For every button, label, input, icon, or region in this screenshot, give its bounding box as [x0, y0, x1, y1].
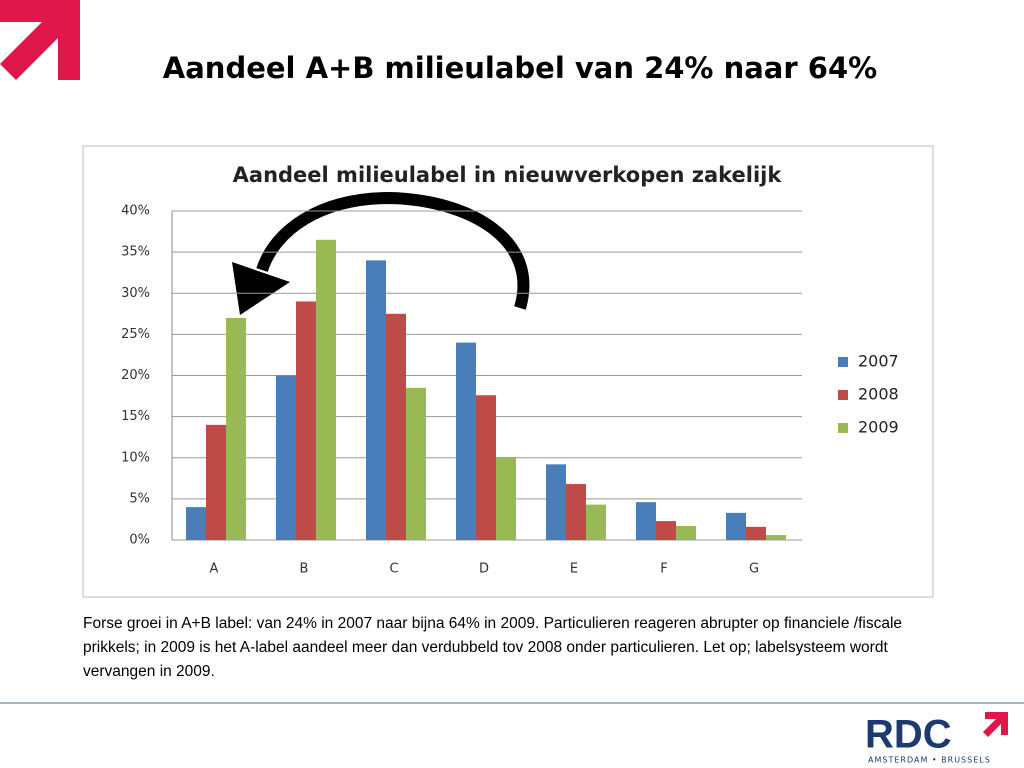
legend-swatch: [838, 357, 848, 367]
x-tick-label: G: [749, 562, 759, 577]
bar: [636, 502, 656, 540]
y-tick-label: 35%: [121, 245, 150, 260]
x-tick-label: C: [389, 562, 398, 577]
body-text: Forse groei in A+B label: van 24% in 200…: [83, 615, 903, 680]
x-tick-label: E: [570, 562, 578, 577]
chart-title: Aandeel milieulabel in nieuwverkopen zak…: [233, 163, 783, 187]
bar: [386, 313, 406, 540]
y-tick-label: 10%: [121, 450, 150, 465]
bar: [406, 387, 426, 540]
bar: [656, 521, 676, 540]
bar: [546, 464, 566, 540]
bar: [726, 512, 746, 540]
bar: [586, 504, 606, 540]
bar: [566, 484, 586, 540]
slide-title: Aandeel A+B milieulabel van 24% naar 64%: [163, 51, 877, 85]
x-tick-label: D: [479, 562, 489, 577]
bar: [766, 535, 786, 540]
curved-arrow: [256, 191, 530, 310]
legend-swatch: [838, 390, 848, 400]
legend-label: 2008: [858, 385, 899, 404]
corner-arrow: [0, 0, 80, 80]
y-tick-label: 25%: [121, 327, 150, 342]
bar: [206, 424, 226, 540]
bar: [186, 507, 206, 540]
bar: [676, 526, 696, 540]
y-tick-label: 20%: [121, 368, 150, 383]
curved-arrow-head: [232, 262, 290, 315]
bar: [476, 395, 496, 540]
legend-label: 2007: [858, 352, 899, 371]
bar: [366, 260, 386, 540]
legend-label: 2009: [858, 418, 899, 437]
x-tick-label: B: [300, 562, 309, 577]
logo-text: RDC: [865, 713, 952, 757]
legend-swatch: [838, 423, 848, 433]
y-tick-label: 5%: [129, 491, 150, 506]
bar: [226, 317, 246, 540]
y-tick-label: 40%: [121, 204, 150, 219]
x-tick-label: F: [660, 562, 667, 577]
logo-arrow: [983, 712, 1008, 737]
x-tick-label: A: [210, 562, 219, 577]
y-tick-label: 15%: [121, 409, 150, 424]
bar: [456, 342, 476, 540]
bar: [496, 456, 516, 540]
y-tick-label: 0%: [129, 533, 150, 548]
y-tick-label: 30%: [121, 286, 150, 301]
logo-tagline: AMSTERDAM • BRUSSELS: [868, 756, 991, 765]
bar: [276, 375, 296, 540]
bar: [316, 239, 336, 540]
bar: [296, 301, 316, 540]
bar: [746, 526, 766, 540]
